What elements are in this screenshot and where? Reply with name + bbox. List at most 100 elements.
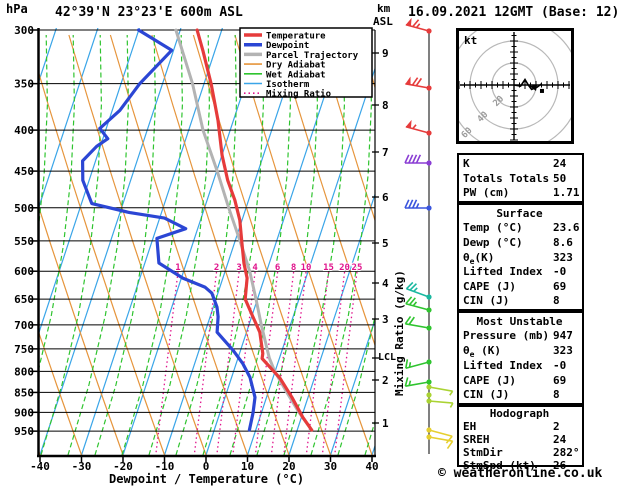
wind-barb-full xyxy=(405,359,409,369)
stat-row: CIN (J) 8 xyxy=(463,388,582,401)
axes: 3003504004505005506006507007508008509009… xyxy=(14,24,389,473)
hodograph-border xyxy=(456,28,574,144)
lcl-label: LCL xyxy=(378,352,397,363)
dry-adiabat-line xyxy=(275,34,375,347)
stat-label: Dewp (°C) xyxy=(463,235,523,249)
isotherm-line xyxy=(39,28,182,456)
legend-label: Dry Adiabat xyxy=(266,60,326,71)
stat-value: 323 xyxy=(553,250,573,264)
stat-row: CIN (J) 8 xyxy=(463,294,582,307)
temperature-tick-label: 30 xyxy=(324,460,337,473)
isotherm-line xyxy=(246,66,375,456)
wind-barb-staff xyxy=(428,429,453,437)
storm-motion-marker xyxy=(539,88,544,93)
pressure-tick-label: 800 xyxy=(14,365,34,378)
hodograph-trace-marker xyxy=(529,85,538,91)
wind-barb-full xyxy=(445,435,453,444)
wind-barb-half xyxy=(415,23,421,29)
mixing-ratio-line xyxy=(155,271,179,454)
stat-row: SREH 24 xyxy=(463,433,582,446)
wind-level-dot xyxy=(426,398,432,404)
hodograph-ring-label-group: 60 xyxy=(460,126,475,141)
stat-label: CAPE (J) xyxy=(463,373,516,387)
km-tick-label: 6 xyxy=(382,191,389,204)
dry-adiabat-line xyxy=(317,34,375,223)
asl-axis-label: ASL xyxy=(373,15,393,28)
stat-value: 8.6 xyxy=(553,235,573,249)
run-date-label: 16.09.2021 12GMT (Base: 12) xyxy=(408,5,620,20)
hodograph-ring-label: 40 xyxy=(476,110,491,125)
temperature-tick-label: -30 xyxy=(72,460,92,473)
stat-row: PW (cm) 1.71 xyxy=(463,186,582,199)
pressure-tick-label: 550 xyxy=(14,235,34,248)
mixing-ratio-value: 8 xyxy=(291,263,296,273)
stat-row: StmDir 282° xyxy=(463,446,582,459)
dewpoint-curve xyxy=(81,28,257,432)
stat-box-header: Most Unstable xyxy=(476,314,563,328)
isotherm-line xyxy=(0,28,15,455)
wind-barb-staff xyxy=(406,288,430,298)
surface-box: Surface Temp (°C) 23.6 Dewp (°C) 8.6 θe(K) 323… xyxy=(457,203,584,311)
stat-value: -0 xyxy=(553,265,567,279)
wind-level-dot xyxy=(426,325,432,331)
wind-barb-full xyxy=(404,199,410,209)
wind-barb-staff xyxy=(405,323,430,329)
wet-adiabat-line xyxy=(256,34,319,456)
stat-value: 2 xyxy=(553,420,560,433)
mixing-ratio-axis-label: Mixing Ratio (g/kg) xyxy=(393,270,406,396)
wind-level-dot xyxy=(426,384,432,390)
mixing-ratio-value: 25 xyxy=(352,263,363,273)
isotherm-line xyxy=(163,28,306,456)
wind-level-dot xyxy=(426,205,432,211)
wind-barb-staff xyxy=(405,303,430,311)
hodograph-ring-label-group: 40 xyxy=(476,110,491,125)
km-tick-label: 4 xyxy=(382,277,389,290)
wind-level-dot xyxy=(426,307,432,313)
dry-adiabat-line xyxy=(109,34,249,456)
stat-value: 69 xyxy=(553,373,567,387)
wind-barb-half xyxy=(413,287,418,292)
stat-box-header: Hodograph xyxy=(489,407,550,420)
wind-barb-full xyxy=(412,19,420,28)
wind-level-dot xyxy=(426,427,432,433)
stat-box-header: Surface xyxy=(496,206,543,220)
mixing-ratio-value: 6 xyxy=(275,263,280,273)
mixing-ratio-value: 2 xyxy=(214,263,219,273)
stat-value: 947 xyxy=(553,329,573,343)
stat-row: CAPE (J) 69 xyxy=(463,280,582,293)
mixing-ratio-labels: 1 2 3 4 6 8 10 15 20 25 xyxy=(174,262,363,274)
temperature-tick-label: -40 xyxy=(30,460,50,473)
stat-label: CIN (J) xyxy=(463,388,510,402)
wind-barb-half xyxy=(415,203,420,209)
wind-level-dot xyxy=(426,359,432,365)
copyright-label: © weatheronline.co.uk xyxy=(438,466,603,481)
wet-adiabat-line xyxy=(202,34,265,456)
wind-barb-half xyxy=(408,380,412,386)
hodograph-stats-box: Hodograph EH 2 SREH 24 StmDir 282° StmSpd (kt) 2… xyxy=(457,405,584,472)
temperature-tick-label: -20 xyxy=(113,460,133,473)
station-title: 42°39'N 23°23'E 600m ASL xyxy=(55,5,243,20)
mixing-ratio-value: 15 xyxy=(323,263,334,273)
wind-level-dot xyxy=(426,160,432,166)
wet-adiabat-line xyxy=(175,34,238,456)
km-tick-label: 3 xyxy=(382,313,389,326)
wind-barb-half xyxy=(412,301,418,307)
wind-barb-full xyxy=(409,283,417,291)
wind-level-dot xyxy=(426,434,432,440)
wind-barb-full xyxy=(405,296,413,305)
wet-adiabat-line xyxy=(608,35,629,455)
stat-value: 24 xyxy=(553,433,567,446)
pressure-tick-label: 900 xyxy=(14,406,34,419)
wet-adiabat-line xyxy=(310,34,373,456)
mixing-ratio-line xyxy=(270,271,295,454)
wind-level-dot xyxy=(426,28,432,34)
stat-label: Totals Totals xyxy=(463,171,550,185)
legend-label: Wet Adiabat xyxy=(266,69,326,80)
mixing-ratio-value: 4 xyxy=(252,263,258,273)
wind-barb-half xyxy=(412,124,417,130)
indices-box: K 24 Totals Totals 50 PW (cm) 1.71 xyxy=(457,153,584,203)
stat-row: θe (K) 323 xyxy=(463,344,582,359)
wind-barb-staff xyxy=(428,386,453,392)
